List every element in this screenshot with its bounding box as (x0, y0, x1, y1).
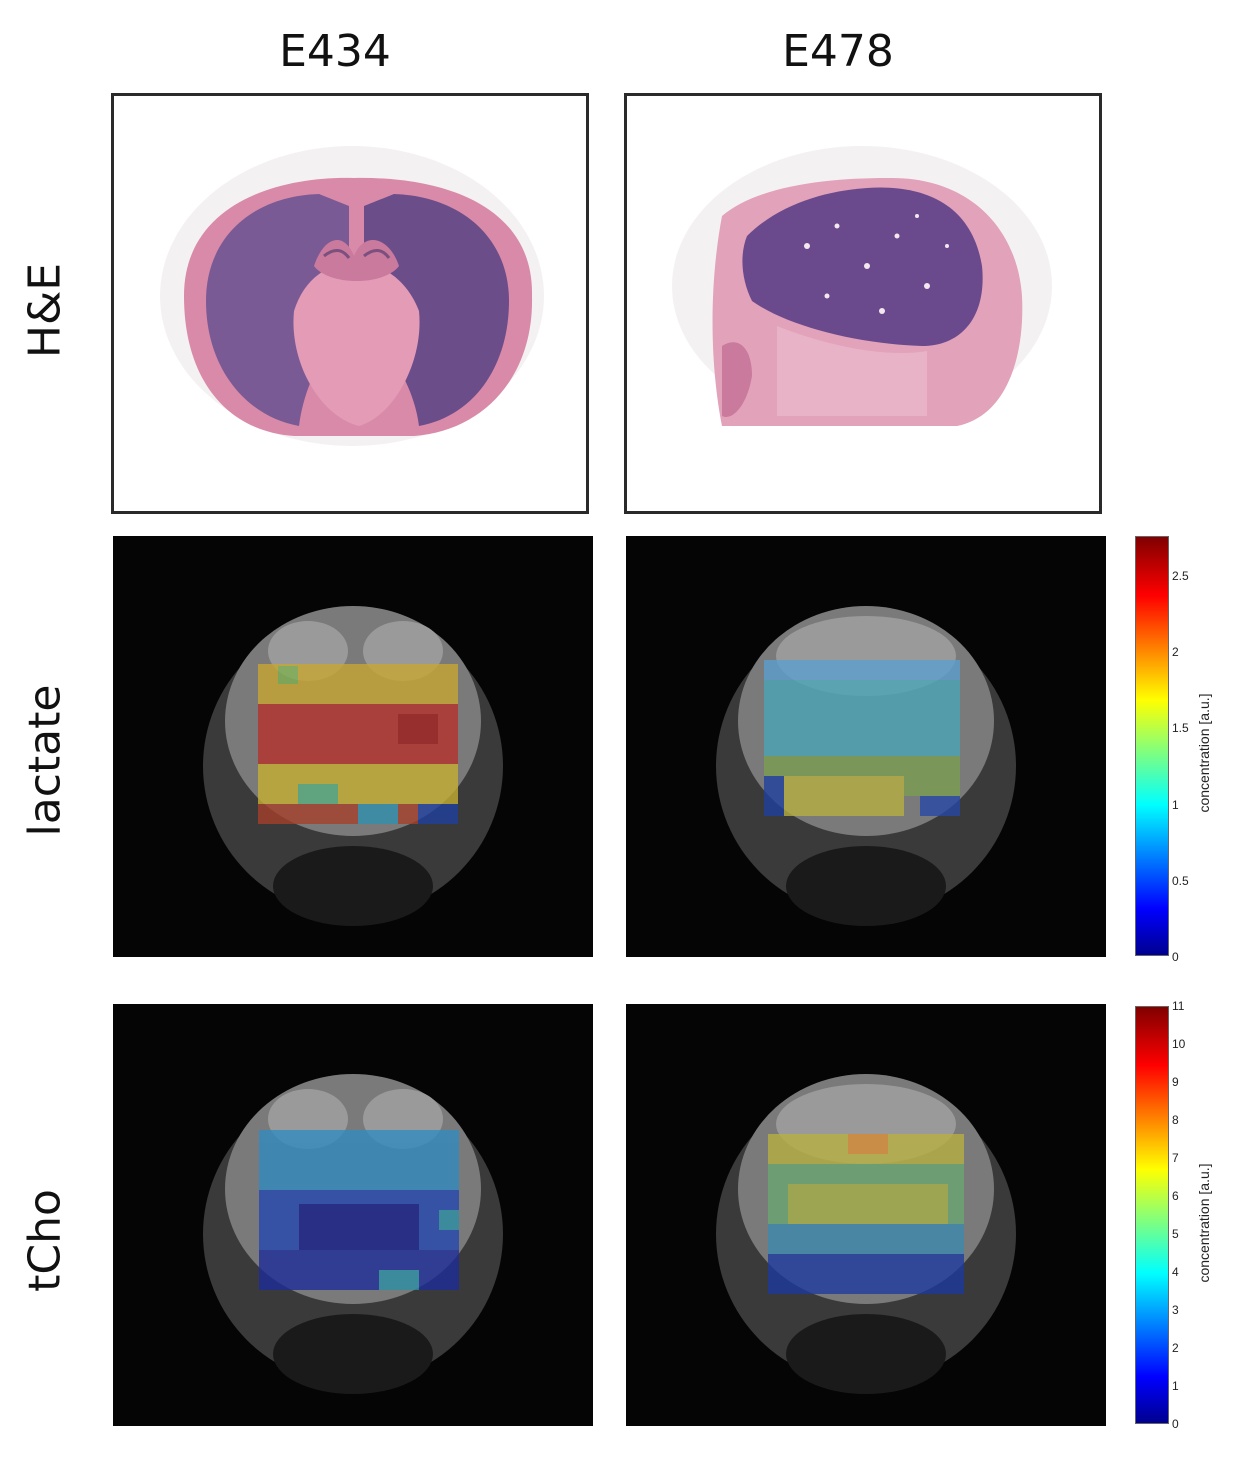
colorbar-tcho-tick: 2 (1172, 1341, 1179, 1355)
colorbar-lactate-tick: 0 (1172, 950, 1179, 964)
mri-lactate-image-e434 (203, 606, 503, 926)
colorbar-tcho-tick: 11 (1172, 999, 1185, 1013)
he-panel-e434 (111, 93, 589, 514)
colorbar-tcho (1135, 1006, 1169, 1424)
mri-tcho-image-e478 (716, 1074, 1016, 1394)
mri-lactate-e478 (626, 536, 1106, 957)
row-title-lactate: lactate (19, 684, 71, 837)
mri-lactate-image-e478 (716, 606, 1016, 926)
colorbar-lactate-label: concentration [a.u.] (1196, 693, 1212, 813)
column-title-e478: E478 (782, 26, 894, 77)
colorbar-tcho-label: concentration [a.u.] (1196, 1163, 1212, 1283)
column-title-e434: E434 (279, 26, 391, 77)
colorbar-tcho-tick: 9 (1172, 1075, 1179, 1089)
colorbar-tcho-tick: 7 (1172, 1151, 1179, 1165)
colorbar-tcho-tick: 6 (1172, 1189, 1179, 1203)
he-section-image-e478 (672, 146, 1052, 426)
row-title-he: H&E (19, 262, 71, 359)
mri-tcho-e478 (626, 1004, 1106, 1426)
colorbar-lactate-tick: 2 (1172, 645, 1179, 659)
he-panel-e478 (624, 93, 1102, 514)
colorbar-tcho-tick: 0 (1172, 1417, 1179, 1431)
colorbar-tcho-tick: 8 (1172, 1113, 1179, 1127)
colorbar-lactate-tick: 1 (1172, 798, 1179, 812)
colorbar-tcho-tick: 5 (1172, 1227, 1179, 1241)
colorbar-lactate-tick: 2.5 (1172, 569, 1189, 583)
colorbar-lactate (1135, 536, 1169, 956)
mri-tcho-e434 (113, 1004, 593, 1426)
mri-tcho-image-e434 (203, 1074, 503, 1394)
row-title-tcho: tCho (19, 1189, 71, 1292)
he-section-image-e434 (160, 146, 544, 446)
colorbar-tcho-tick: 4 (1172, 1265, 1179, 1279)
colorbar-lactate-tick: 1.5 (1172, 721, 1189, 735)
colorbar-tcho-tick: 1 (1172, 1379, 1179, 1393)
colorbar-tcho-tick: 3 (1172, 1303, 1179, 1317)
colorbar-lactate-tick: 0.5 (1172, 874, 1189, 888)
mri-lactate-e434 (113, 536, 593, 957)
colorbar-tcho-tick: 10 (1172, 1037, 1186, 1051)
